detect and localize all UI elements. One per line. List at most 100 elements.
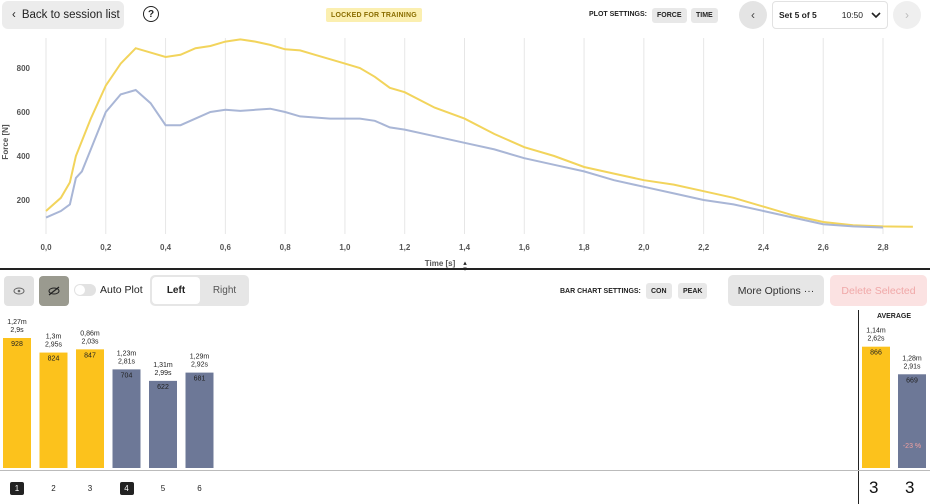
- auto-plot-label: Auto Plot: [100, 284, 143, 296]
- average-distance-label: 1,28m: [902, 355, 922, 362]
- rep-value-label: 928: [11, 341, 23, 348]
- auto-plot-toggle[interactable]: [74, 284, 96, 296]
- rep-distance-label: 1,29m: [190, 354, 210, 361]
- rep-time-label: 2,03s: [81, 338, 99, 345]
- rep-number-4[interactable]: 4: [119, 482, 134, 495]
- bar-con-chip[interactable]: CON: [646, 283, 672, 299]
- rep-distance-label: 1,23m: [117, 350, 137, 357]
- chevron-left-icon: ‹: [12, 9, 16, 21]
- chevron-right-icon: ›: [905, 8, 909, 22]
- set-selector[interactable]: Set 5 of 5 10:50: [772, 1, 888, 29]
- rep-distance-label: 0,86m: [80, 330, 100, 337]
- rep-value-label: 704: [121, 372, 133, 379]
- average-time-label: 2,91s: [903, 363, 921, 370]
- previous-set-button[interactable]: ‹: [739, 1, 767, 29]
- average-distance-label: 1,14m: [866, 328, 886, 335]
- rep-time-label: 2,9s: [10, 327, 24, 334]
- force-time-chart: 0,0 0,2 0,4 0,6 0,8 1,0 1,2 1,4 1,6 1,8 2,0 2,2 2,4 2…: [1, 38, 913, 268]
- x-tick-label: 0,2: [100, 243, 112, 252]
- average-value-label: 669: [906, 377, 918, 384]
- back-button-label: Back to session list: [21, 9, 120, 21]
- rep-number-5[interactable]: 5: [160, 484, 166, 493]
- chevron-down-icon: [871, 12, 881, 19]
- rep-value-label: 622: [157, 384, 169, 391]
- y-tick-label: 200: [17, 196, 31, 205]
- top-bar: ‹ Back to session list ? LOCKED FOR TRAI…: [0, 0, 930, 30]
- rep-bar: [3, 338, 31, 468]
- rep-distance-label: 1,31m: [153, 362, 173, 369]
- rep-value-label: 681: [194, 376, 206, 383]
- x-tick-label: 2,0: [638, 243, 650, 252]
- average-title: AVERAGE: [876, 313, 912, 320]
- next-set-button[interactable]: ›: [893, 1, 921, 29]
- average-bar: [898, 374, 926, 468]
- average-time-label: 2,62s: [867, 336, 885, 343]
- rep-bar: [112, 369, 141, 468]
- x-tick-label: 1,4: [459, 243, 471, 252]
- x-tick-label: 2,6: [818, 243, 830, 252]
- bar-chart-settings-label: BAR CHART SETTINGS:: [560, 288, 641, 295]
- x-tick-label: 1,6: [519, 243, 531, 252]
- hide-button[interactable]: [39, 276, 69, 306]
- rep-distance-label: 1,3m: [46, 334, 62, 341]
- rep-number-1[interactable]: 1: [10, 482, 24, 495]
- left-tab[interactable]: Left: [152, 277, 200, 304]
- series-line-2: [45, 88, 884, 229]
- resize-handle-icon[interactable]: ▴ ▾: [463, 260, 467, 273]
- back-to-session-list-button[interactable]: ‹ Back to session list: [2, 1, 124, 29]
- rep-bar: [39, 352, 68, 468]
- asymmetry-percent-label: -23 %: [903, 443, 921, 450]
- rep-number-3[interactable]: 3: [87, 484, 93, 493]
- bar-peak-chip[interactable]: PEAK: [678, 283, 708, 299]
- rep-time-label: 2,95s: [45, 342, 63, 349]
- x-tick-label: 1,0: [339, 243, 351, 252]
- x-tick-label: 1,8: [579, 243, 591, 252]
- more-options-button[interactable]: More Options ···: [728, 275, 824, 306]
- delete-selected-button[interactable]: Delete Selected: [830, 275, 927, 306]
- rep-distance-label: 1,27m: [7, 319, 27, 326]
- average-bar: [862, 346, 890, 468]
- plot-force-chip[interactable]: FORCE: [652, 8, 687, 23]
- help-icon[interactable]: ?: [143, 6, 159, 22]
- rep-number-2[interactable]: 2: [51, 484, 56, 493]
- x-tick-label: 0,0: [40, 243, 52, 252]
- eye-off-icon: [48, 286, 60, 296]
- rep-time-label: 2,99s: [154, 370, 172, 377]
- chart-divider: [0, 268, 930, 270]
- set-label: Set 5 of 5: [779, 10, 817, 20]
- bar-toolbar: Auto Plot Left Right BAR CHART SETTINGS:…: [0, 274, 930, 308]
- rep-bar: [185, 372, 214, 468]
- x-tick-label: 1,2: [399, 243, 411, 252]
- plot-settings-label: PLOT SETTINGS:: [589, 11, 647, 18]
- x-tick-label: 0,6: [220, 243, 232, 252]
- locked-badge: LOCKED FOR TRAINING: [326, 8, 422, 22]
- series-line-1: [45, 38, 913, 228]
- y-tick-label: 400: [17, 152, 31, 161]
- right-count: 3: [905, 478, 915, 497]
- rep-value-label: 847: [84, 352, 96, 359]
- rep-bar: [149, 380, 177, 468]
- rep-time-label: 2,92s: [191, 362, 209, 369]
- set-time: 10:50: [841, 10, 863, 20]
- eye-icon: [13, 287, 25, 295]
- average-value-label: 866: [870, 350, 882, 357]
- rep-number-6[interactable]: 6: [197, 484, 202, 493]
- x-tick-label: 2,8: [877, 243, 889, 252]
- side-segmented-control: Left Right: [150, 275, 249, 306]
- left-count: 3: [869, 478, 879, 497]
- plot-time-chip[interactable]: TIME: [691, 8, 718, 23]
- x-tick-label: 2,4: [758, 243, 770, 252]
- rep-value-label: 824: [48, 356, 60, 363]
- y-axis-label: Force [N]: [1, 124, 10, 159]
- x-tick-label: 2,2: [698, 243, 710, 252]
- show-button[interactable]: [4, 276, 34, 306]
- chevron-left-icon: ‹: [751, 8, 755, 22]
- baseline-divider: [0, 470, 930, 471]
- x-tick-label: 0,4: [160, 243, 172, 252]
- y-tick-label: 800: [17, 64, 31, 73]
- y-tick-label: 600: [17, 108, 31, 117]
- x-tick-label: 0,8: [280, 243, 292, 252]
- right-tab[interactable]: Right: [212, 285, 237, 296]
